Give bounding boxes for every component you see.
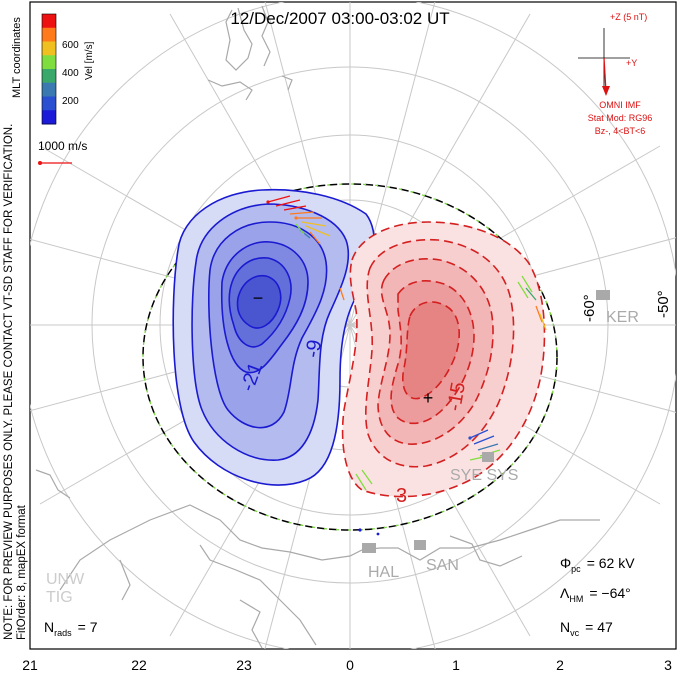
velocity-color-bar (41, 13, 57, 125)
color-bar-segment (42, 96, 56, 111)
legend-tick-400: 400 (62, 68, 79, 79)
vector-scale-dot (38, 161, 42, 165)
legend-axis-label: Vel [m/s] (84, 41, 95, 80)
color-bar-segment (42, 69, 56, 84)
stat-lambda-hm: ΛHM = −64° (560, 585, 631, 604)
color-bar-segment (42, 14, 56, 29)
coastline (35, 5, 600, 649)
color-bar-segment (42, 55, 56, 70)
station-markers (362, 290, 610, 553)
station-sye-sys: SYE SYS (450, 467, 518, 484)
color-bar-segment (42, 82, 56, 97)
mlt-tick-22: 22 (131, 657, 147, 673)
svg-text:Nrads= 7: Nrads = 7 (44, 619, 98, 638)
potential-maximum-marker: + (423, 388, 434, 408)
contour-label-minus9: -9 (301, 338, 326, 359)
station-hal: HAL (368, 564, 399, 581)
imf-z-label: +Z (5 nT) (610, 12, 647, 22)
imf-source: OMNI IMF (599, 100, 641, 110)
mlt-tick-0: 0 (346, 657, 354, 673)
stat-n-rads: Nrads = 7 (44, 619, 98, 638)
legend-tick-200: 200 (62, 96, 79, 107)
mlt-axis: 21 22 23 0 1 2 3 (22, 657, 672, 673)
contour-label-3: 3 (396, 485, 407, 507)
contour-label-minus15: -15 (443, 381, 470, 413)
svg-text:ΛHM= −64°: ΛHM = −64° (560, 585, 631, 604)
hm-boundary-overlay (142, 183, 558, 531)
preview-notice: NOTE: FOR PREVIEW PURPOSES ONLY. PLEASE … (3, 124, 15, 640)
stat-model: Stat Mod: RG96 (588, 113, 653, 123)
vector-scale-label: 1000 m/s (38, 139, 87, 153)
negative-cell (172, 188, 376, 486)
map-title: 12/Dec/2007 03:00-03:02 UT (230, 9, 449, 28)
mlt-tick-23: 23 (236, 657, 252, 673)
color-bar-segment (42, 41, 56, 56)
station-tig: TIG (46, 589, 73, 606)
legend-tick-600: 600 (62, 40, 79, 51)
mlt-tick-2: 2 (556, 657, 564, 673)
station-san: SAN (426, 557, 459, 574)
imf-y-label: +Y (626, 58, 637, 68)
fit-order-note: FitOrder: 8, mapEX format (16, 504, 28, 640)
color-bar-segment (42, 27, 56, 42)
color-bar-outline (41, 13, 57, 125)
svg-text:Nvc= 47: Nvc = 47 (560, 619, 613, 638)
coordinate-label: MLT coordinates (11, 17, 23, 98)
mlt-tick-21: 21 (22, 657, 38, 673)
potential-minimum-marker: − (253, 288, 264, 308)
latitude-label-60: -60° (581, 294, 598, 322)
velocity-vectors (266, 195, 547, 536)
stat-phi-pc: Φpc = 62 kV (560, 555, 635, 574)
mlt-tick-1: 1 (452, 657, 460, 673)
positive-cell (341, 221, 546, 498)
imf-dial (578, 28, 630, 96)
svg-text:Φpc= 62 kV: Φpc = 62 kV (560, 555, 635, 574)
stat-n-vc: Nvc = 47 (560, 619, 613, 638)
imf-condition: Bz-, 4<BT<6 (595, 126, 646, 136)
mlt-tick-3: 3 (664, 657, 672, 673)
color-bar-segment (42, 110, 56, 125)
station-ker: KER (606, 309, 639, 326)
latitude-label-50: -50° (655, 290, 672, 318)
station-unw: UNW (46, 571, 85, 588)
